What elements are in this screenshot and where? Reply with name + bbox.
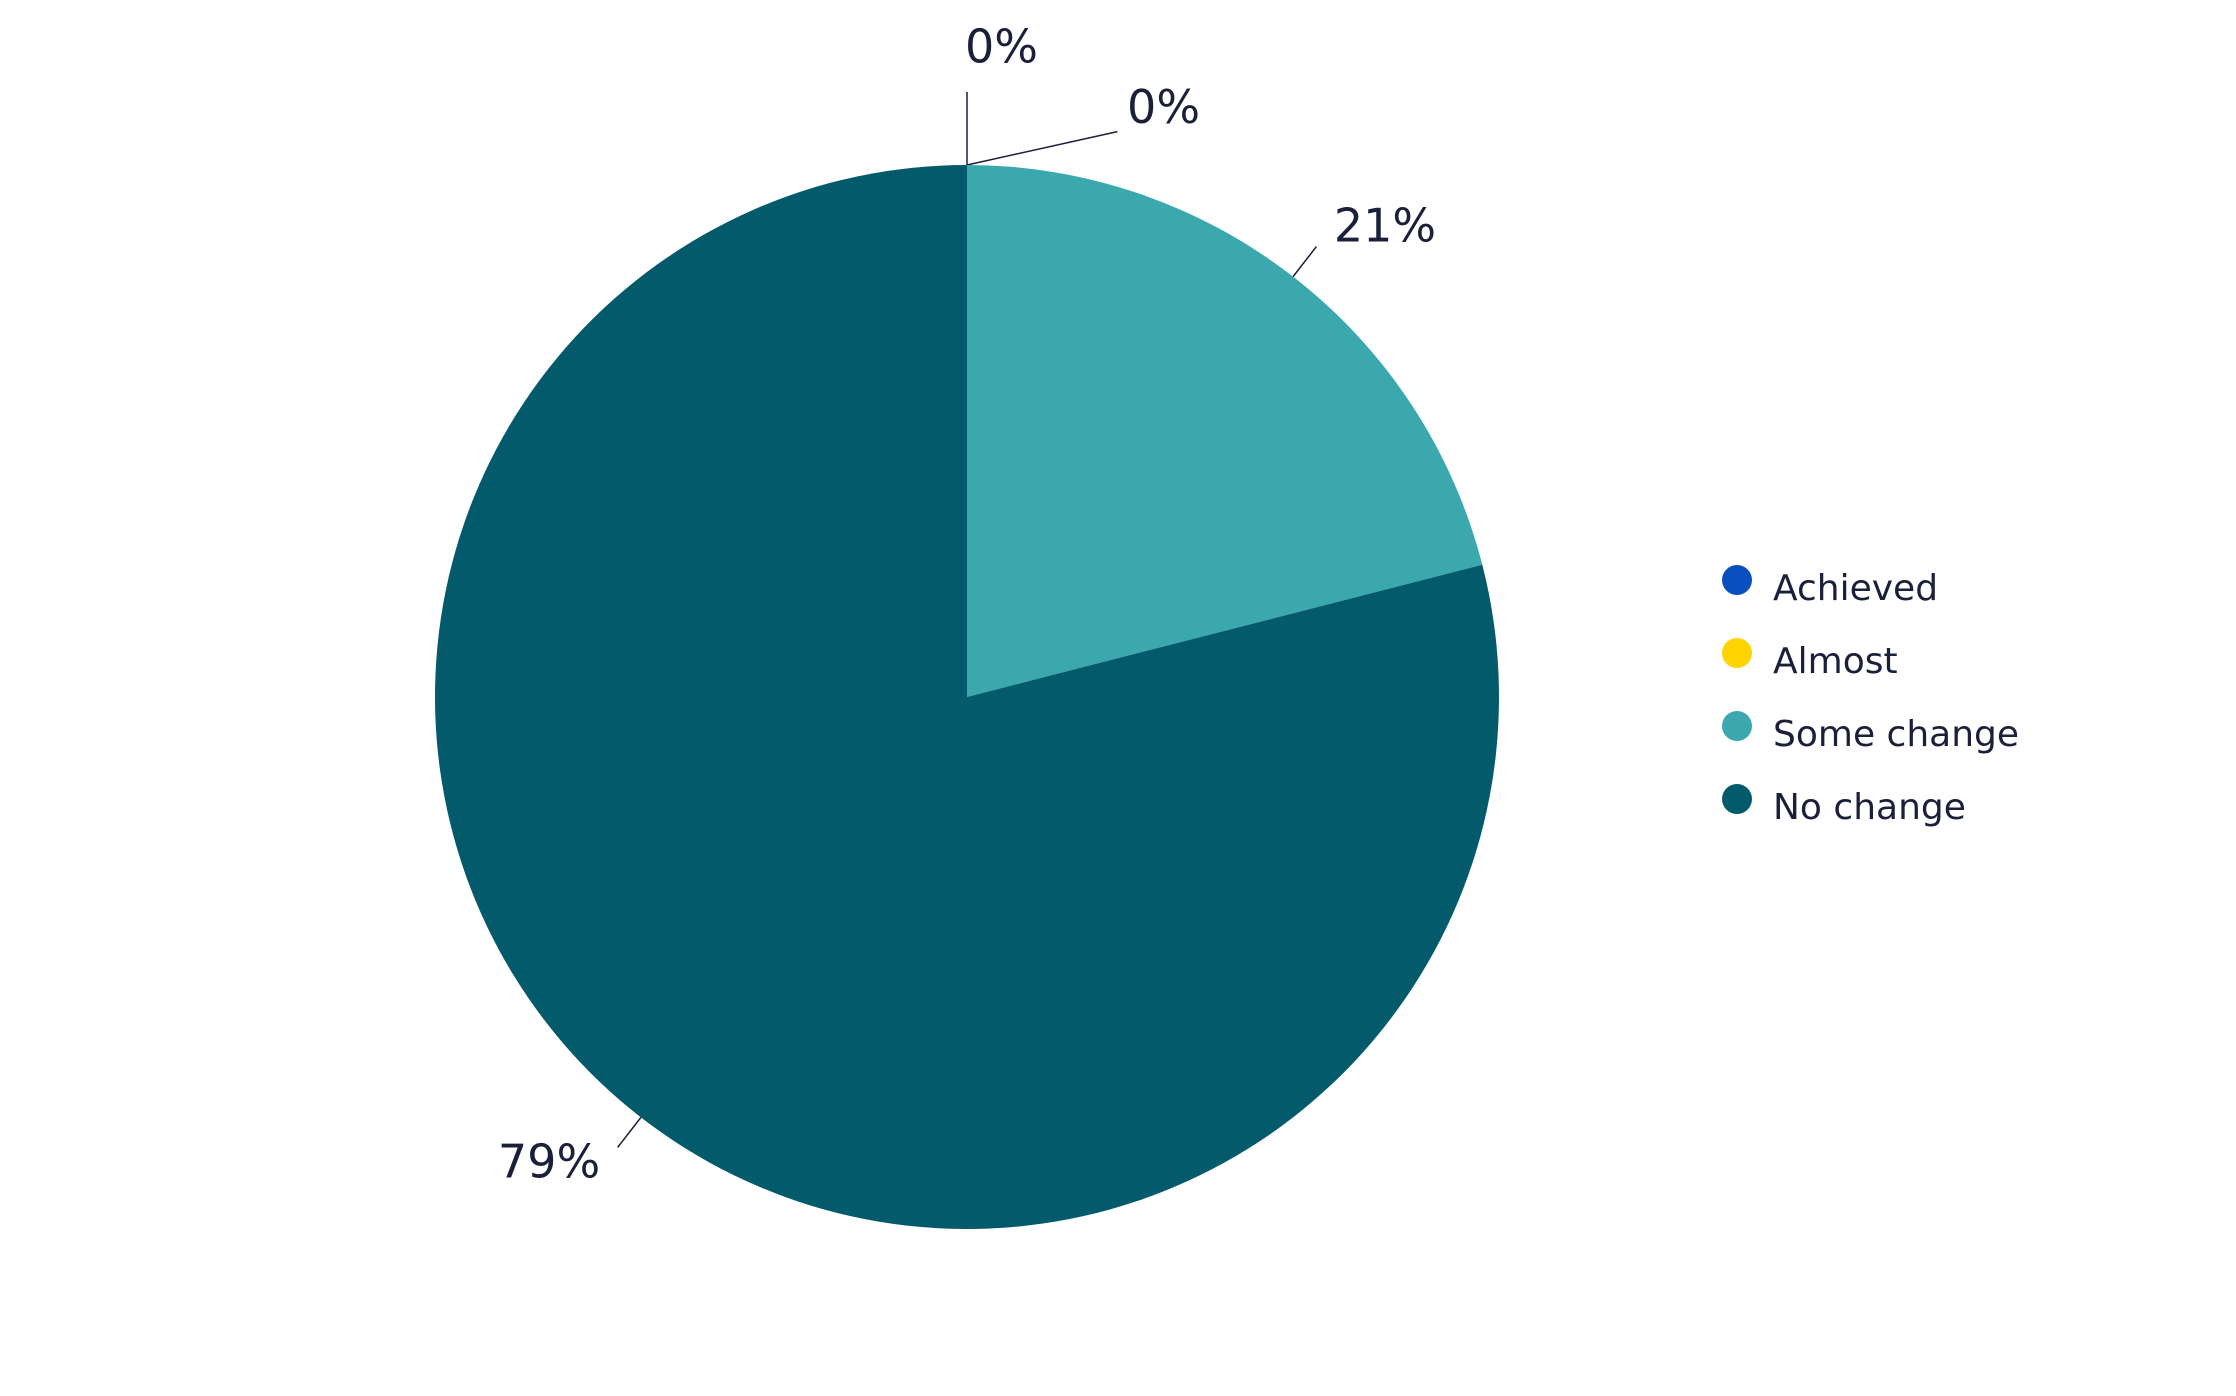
- value-label: 79%: [498, 1134, 600, 1188]
- legend-swatch: [1722, 784, 1752, 814]
- value-label: 21%: [1334, 199, 1436, 253]
- pie-slice: [967, 165, 1483, 697]
- legend-label: No change: [1773, 787, 1966, 828]
- pie-slice: [435, 165, 1499, 1229]
- legend-label: Some change: [1773, 714, 2019, 755]
- leader-line: [1292, 246, 1317, 278]
- leader-line: [617, 1116, 642, 1148]
- value-label: 0%: [1127, 80, 1200, 134]
- legend-swatch: [1722, 565, 1752, 595]
- legend-label: Almost: [1773, 641, 1898, 682]
- leader-line: [966, 130, 1118, 166]
- value-label: 0%: [965, 20, 1038, 74]
- legend-label: Achieved: [1773, 568, 1938, 609]
- legend-swatch: [1722, 638, 1752, 668]
- legend-swatch: [1722, 711, 1752, 741]
